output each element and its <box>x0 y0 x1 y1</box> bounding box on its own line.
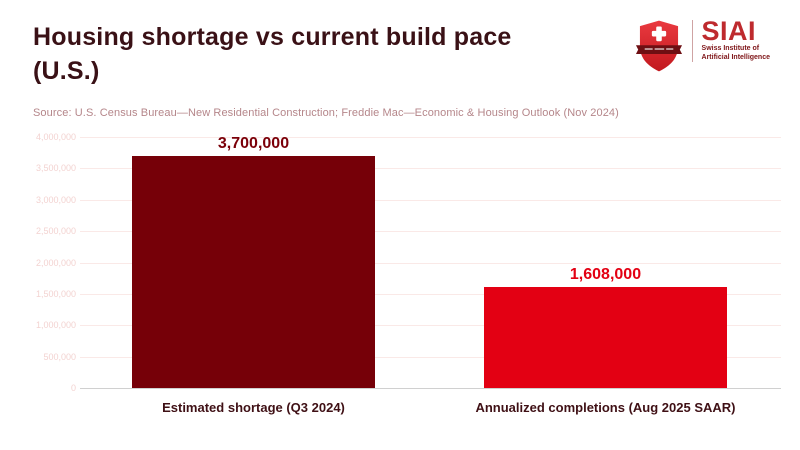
bar-value-label: 3,700,000 <box>217 135 290 152</box>
logo-subtitle-line2: Artificial Intelligence <box>701 53 770 61</box>
gridline <box>80 262 781 264</box>
gridline <box>80 325 781 327</box>
y-axis-tick-label: 3,000,000 <box>35 194 76 205</box>
y-axis-tick-label: 1,000,000 <box>35 320 76 331</box>
y-axis-tick-label: 4,000,000 <box>35 132 76 142</box>
logo-text: SIAI Swiss Institute of Artificial Intel… <box>702 17 770 62</box>
y-axis-tick-label: 0 <box>70 383 76 393</box>
gridline <box>80 199 781 201</box>
x-axis-line <box>80 388 781 389</box>
x-axis-category-label: Annualized completions (Aug 2025 SAAR) <box>475 400 736 415</box>
gridline <box>80 231 781 233</box>
y-axis-tick-label: 2,000,000 <box>35 257 76 268</box>
logo-divider <box>691 20 693 62</box>
y-axis-tick-label: 3,500,000 <box>35 163 76 174</box>
logo-wordmark: SIAI <box>701 16 757 46</box>
bar-value-label: 1,608,000 <box>569 266 642 283</box>
y-axis-tick-label: 500,000 <box>43 351 76 362</box>
gridline <box>80 168 781 170</box>
bar-2 <box>484 287 727 388</box>
siai-shield-icon <box>635 20 682 72</box>
gridline <box>80 137 781 138</box>
logo-subtitle-line1: Swiss Institute of <box>701 45 760 52</box>
gridline <box>80 293 781 295</box>
gridline <box>80 356 781 358</box>
source-note: Source: U.S. Census Bureau—New Residenti… <box>33 107 619 119</box>
y-axis-tick-label: 1,500,000 <box>35 288 76 299</box>
bar-1 <box>132 156 375 388</box>
page-title: Housing shortage vs current build pace (U… <box>33 20 633 88</box>
page-title-line2: (U.S.) <box>33 57 100 85</box>
siai-logo: SIAI Swiss Institute of Artificial Intel… <box>635 17 770 73</box>
page-title-line1: Housing shortage vs current build pace <box>33 23 512 51</box>
y-axis-tick-label: 2,500,000 <box>35 226 76 237</box>
x-axis-category-label: Estimated shortage (Q3 2024) <box>162 400 345 415</box>
plot-area: 0 500,000 1,000,000 1,500,000 2,000,000 2,500… <box>36 132 781 415</box>
